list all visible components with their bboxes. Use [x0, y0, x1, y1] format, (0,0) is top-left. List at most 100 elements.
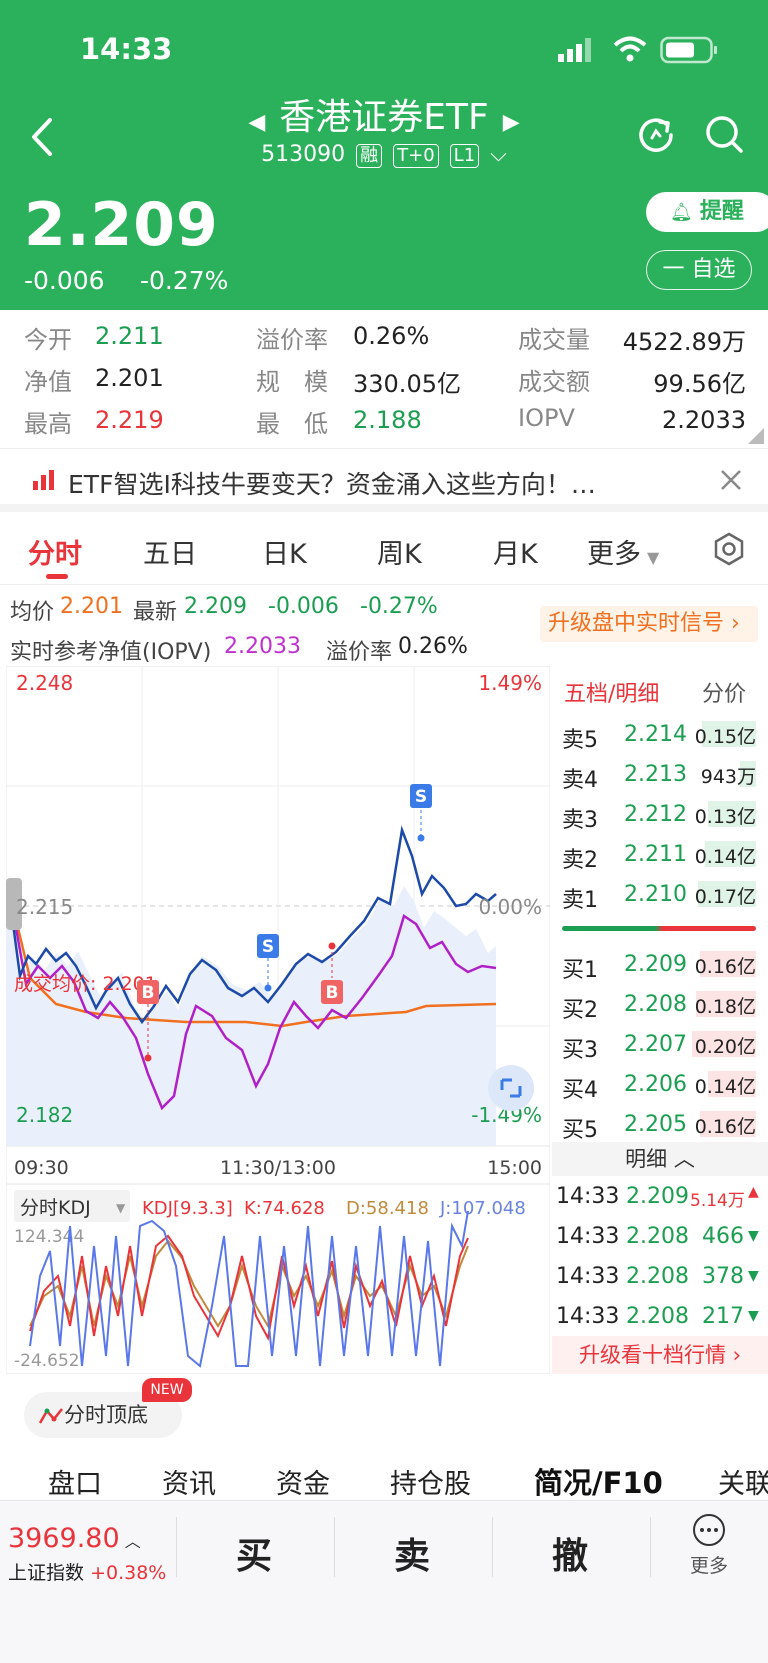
tab-news[interactable]: 资讯 — [162, 1469, 216, 1500]
chevron-right-icon: › — [724, 611, 740, 636]
arrow-down-icon: ▼ — [748, 1268, 759, 1284]
avg-label: 均价 — [10, 600, 55, 625]
kdj-selector-label: 分时KDJ — [20, 1197, 91, 1219]
tab-more[interactable]: 更多 ▼ — [587, 532, 659, 571]
more-button[interactable]: 更多 — [686, 1513, 732, 1578]
banner-text: ETF智选I科技牛要变天？资金涌入这些方向！… — [68, 470, 596, 499]
chevron-up-icon: ︿ — [119, 1532, 141, 1551]
active-tab-indicator — [46, 574, 68, 579]
info-premium-value: 0.26% — [398, 634, 468, 659]
stock-code: 513090 — [261, 142, 346, 167]
detail-label: 明细 — [625, 1147, 668, 1171]
expand-corner-icon[interactable] — [748, 428, 764, 444]
add-watchlist-button[interactable]: 一 自选 — [646, 250, 752, 290]
t0-tag: T+0 — [393, 144, 439, 168]
orderbook-alt-tab[interactable]: 分价 — [702, 682, 747, 707]
bid-ask-ratio-bar — [562, 926, 756, 931]
ask-label: 卖5 — [562, 728, 598, 753]
divider — [176, 1517, 177, 1577]
sell-marker[interactable] — [257, 934, 279, 958]
tab-related[interactable]: 关联 — [718, 1469, 768, 1500]
trade-volume: 217 — [702, 1304, 744, 1329]
index-ticker[interactable]: 3969.80 ︿ 上证指数 +0.38% — [8, 1523, 166, 1585]
tab-month-k[interactable]: 月K — [493, 539, 538, 570]
ask-volume: 943万 — [700, 766, 756, 788]
nav-label: 净值 — [24, 368, 72, 396]
x-label-open: 09:30 — [14, 1157, 69, 1179]
new-badge: NEW — [142, 1378, 192, 1402]
fullscreen-button[interactable] — [488, 1065, 534, 1111]
upgrade-signal-button[interactable]: 升级盘中实时信号 › — [540, 606, 758, 642]
open-value: 2.211 — [95, 322, 164, 350]
scale-label: 规 模 — [256, 368, 328, 396]
avg-value: 2.201 — [60, 594, 123, 619]
iopv-ref-label: 实时参考净值(IOPV) — [10, 640, 212, 665]
stock-code-row[interactable]: 513090 融 T+0 L1 ⌵ — [0, 142, 768, 168]
premium-value: 0.26% — [353, 322, 430, 350]
buy-marker-label: B — [142, 983, 155, 1003]
wifi-icon — [613, 36, 647, 62]
sell-button[interactable]: 卖 — [394, 1536, 431, 1577]
trade-price: 2.208 — [626, 1224, 689, 1249]
buy-marker[interactable] — [137, 980, 159, 1004]
close-icon[interactable] — [720, 469, 742, 491]
ask-volume: 0.15亿 — [694, 726, 756, 748]
divider — [0, 584, 768, 585]
tab-holdings[interactable]: 持仓股 — [390, 1469, 471, 1500]
prev-stock-arrow[interactable]: ◀ — [248, 110, 266, 135]
scale-value: 330.05亿 — [353, 370, 461, 398]
ask-label: 卖1 — [562, 888, 598, 913]
tab-handicap[interactable]: 盘口 — [48, 1469, 102, 1500]
kdj-min: -24.652 — [14, 1351, 80, 1371]
kdj-max: 124.344 — [14, 1227, 84, 1247]
iopv-value: 2.2033 — [662, 406, 746, 434]
buy-button[interactable]: 买 — [236, 1536, 273, 1577]
fullscreen-icon — [500, 1078, 522, 1098]
x-label-close: 15:00 — [487, 1157, 542, 1179]
intraday-chart[interactable]: 2.248 2.215 2.182 1.49% 0.00% -1.49% 成交均… — [6, 666, 550, 1374]
kdj-selector[interactable] — [14, 1190, 130, 1222]
search-icon[interactable] — [704, 114, 744, 154]
info-premium-label: 溢价率 — [326, 640, 393, 665]
ask-price: 2.213 — [624, 762, 687, 787]
bid-price: 2.207 — [624, 1032, 687, 1057]
orderbook-title[interactable]: 五档/明细 — [564, 682, 660, 707]
open-label: 今开 — [24, 326, 72, 354]
latest-label: 最新 — [133, 600, 178, 625]
ask-volume: 0.13亿 — [694, 806, 756, 828]
kdj-j: J:107.048 — [439, 1198, 526, 1219]
ask-price: 2.210 — [624, 882, 687, 907]
ask-volume: 0.17亿 — [694, 886, 756, 908]
upgrade-ten-levels-button[interactable]: 升级看十档行情 › — [552, 1336, 768, 1374]
tab-day-k[interactable]: 日K — [262, 539, 307, 570]
arrow-up-icon: ▲ — [748, 1184, 759, 1200]
news-banner[interactable]: ETF智选I科技牛要变天？资金涌入这些方向！… — [0, 448, 768, 512]
tab-intraday[interactable]: 分时 — [28, 539, 82, 570]
tab-funds[interactable]: 资金 — [276, 1469, 330, 1500]
bid-volume: 0.16亿 — [694, 956, 756, 978]
x-label-mid: 11:30/13:00 — [220, 1157, 336, 1179]
buy-marker[interactable] — [321, 980, 343, 1004]
low-label: 最 低 — [256, 410, 328, 438]
tab-five-day[interactable]: 五日 — [143, 539, 197, 570]
remind-button[interactable]: 🔔︎ 提醒 — [646, 192, 768, 232]
margin-tag: 融 — [356, 144, 383, 168]
next-stock-arrow[interactable]: ▶ — [502, 110, 520, 135]
chart-scroll-handle[interactable] — [6, 878, 22, 930]
latest-value: 2.209 — [184, 594, 247, 619]
refresh-icon[interactable] — [636, 114, 676, 154]
chart-min-price: 2.182 — [16, 1103, 73, 1127]
kdj-params: KDJ[9.3.3] — [142, 1198, 233, 1219]
cancel-order-button[interactable]: 撤 — [552, 1536, 589, 1577]
low-value: 2.188 — [353, 406, 422, 434]
tab-week-k[interactable]: 周K — [377, 539, 422, 570]
sell-marker[interactable] — [410, 784, 432, 808]
settings-icon[interactable] — [712, 532, 746, 566]
tab-f10[interactable]: 简况/F10 — [534, 1466, 663, 1500]
buy-marker-label: B — [326, 983, 339, 1003]
back-icon[interactable] — [24, 112, 60, 162]
detail-toggle[interactable]: 明细 ︿ — [552, 1142, 768, 1176]
ask-label: 卖2 — [562, 848, 598, 873]
index-name: 上证指数 — [8, 1562, 85, 1584]
volume-value: 4522.89万 — [622, 328, 746, 356]
